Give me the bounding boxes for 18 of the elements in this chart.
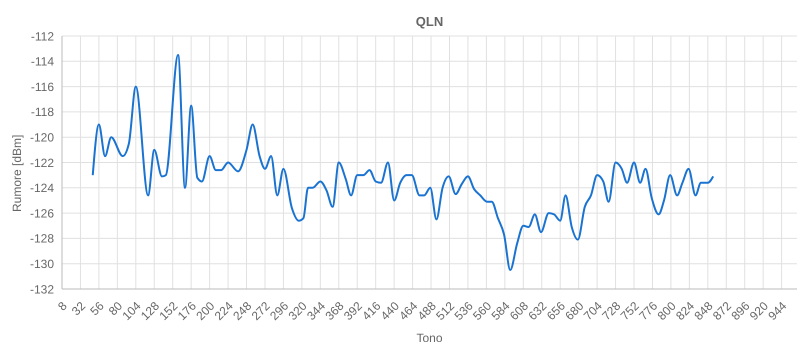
- x-tick-label: 8: [55, 298, 70, 314]
- y-tick-label: -114: [30, 54, 54, 69]
- chart-title: QLN: [414, 14, 444, 29]
- y-tick-label: -130: [30, 256, 54, 271]
- y-axis-title: Rumore [dBm]: [10, 133, 24, 214]
- x-axis-title: Tono: [416, 331, 443, 345]
- y-tick-label: -132: [30, 282, 54, 296]
- line-series: [92, 54, 714, 272]
- y-tick-label: -116: [30, 80, 54, 94]
- y-tick-label: -128: [30, 232, 54, 246]
- y-tick-label: -112: [30, 29, 54, 44]
- x-tick-label: 56: [87, 298, 107, 318]
- x-tick-label: 32: [68, 298, 88, 318]
- y-tick-label: -122: [30, 156, 54, 170]
- y-tick-label: -126: [30, 206, 54, 220]
- y-tick-label: -124: [30, 181, 54, 196]
- y-tick-label: -120: [30, 130, 54, 144]
- y-tick-label: -118: [30, 105, 54, 120]
